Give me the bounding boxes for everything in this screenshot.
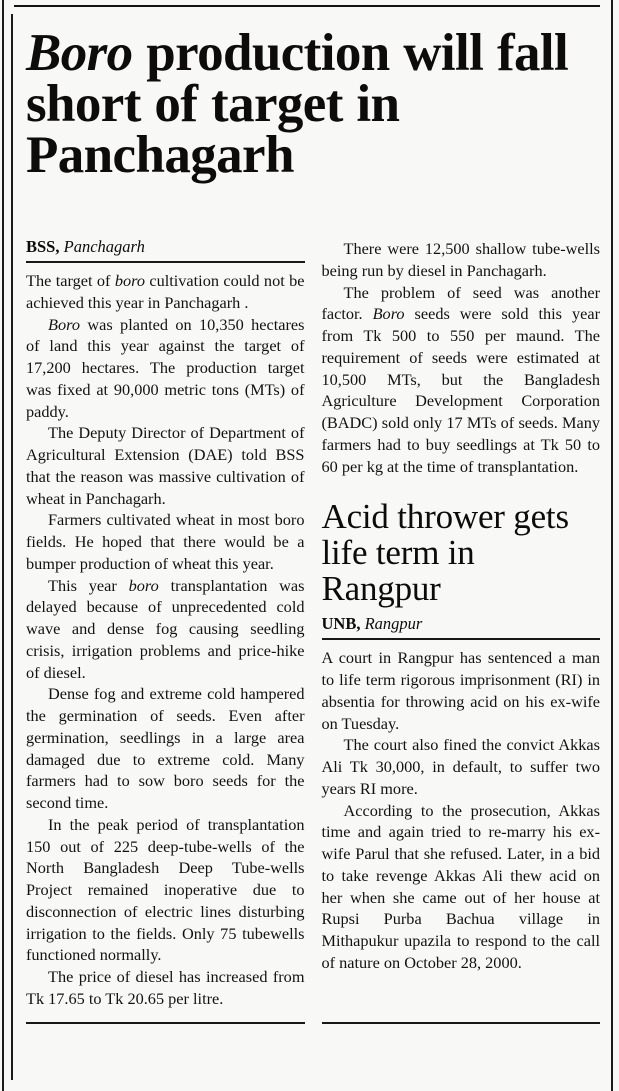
paragraph: The target of boro cultivation could not…: [26, 271, 305, 312]
byline-divider: [26, 261, 305, 264]
main-headline: Boro production will fall short of targe…: [26, 27, 600, 182]
main-headline-italic-lead: Boro: [26, 24, 133, 82]
paragraph: According to the prosecution, Akkas time…: [321, 800, 601, 972]
byline-agency: BSS,: [26, 237, 60, 256]
page-border-right: [611, 0, 613, 1091]
right-column-bottom-rule: [321, 1021, 600, 1024]
byline-bss: BSS, Panchagarh: [26, 237, 305, 261]
paragraph: Dense fog and extreme cold hampered the …: [26, 684, 305, 813]
byline-agency: UNB,: [321, 614, 361, 634]
page-border-left-inner: [11, 14, 13, 1080]
page-border-top: [14, 5, 600, 7]
byline-place: Panchagarh: [63, 237, 145, 256]
article-columns: BSS, Panchagarh The target of boro culti…: [26, 237, 601, 1024]
paragraph: A court in Rangpur has sentenced a man t…: [321, 648, 601, 733]
paragraph: The Deputy Director of Department of Agr…: [26, 423, 305, 508]
left-column: BSS, Panchagarh The target of boro culti…: [26, 237, 305, 1024]
byline-divider: [321, 638, 600, 641]
left-column-bottom-rule: [26, 1021, 305, 1024]
paragraph: The court also fined the convict Akkas A…: [321, 735, 601, 798]
paragraph: This year boro transplantation was delay…: [26, 575, 305, 682]
paragraph: There were 12,500 shallow tube-wells bei…: [321, 239, 601, 280]
second-headline: Acid thrower gets life term in Rangpur: [321, 497, 570, 608]
paragraph: In the peak period of transplantation 15…: [26, 814, 305, 965]
paragraph: Boro was planted on 10,350 hectares of l…: [26, 314, 305, 421]
main-headline-rest: production will fall short of target in …: [26, 24, 569, 184]
page-border-left-outer: [2, 0, 4, 1091]
paragraph: Farmers cultivated wheat in most boro fi…: [26, 510, 305, 573]
newspaper-page: Boro production will fall short of targe…: [26, 14, 600, 1077]
byline-unb: UNB, Rangpur: [322, 615, 601, 638]
byline-place: Rangpur: [364, 614, 423, 634]
right-column: There were 12,500 shallow tube-wells bei…: [321, 238, 601, 1024]
paragraph: The problem of seed was another factor. …: [321, 282, 601, 476]
paragraph: The price of diesel has increased from T…: [26, 967, 305, 1008]
